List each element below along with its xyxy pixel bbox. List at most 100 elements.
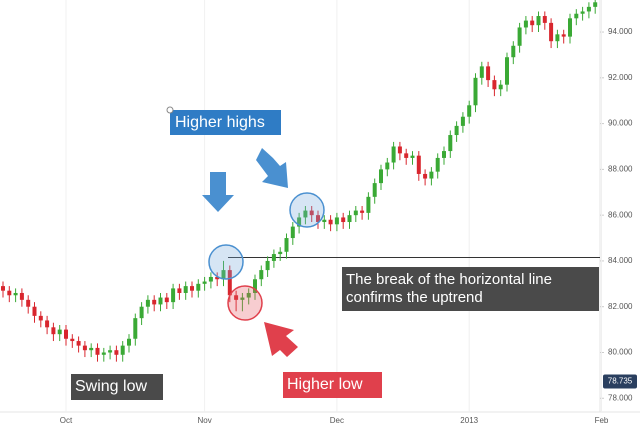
- candle-body: [57, 329, 62, 335]
- candle: [511, 41, 516, 65]
- price-marker-label: 78.735: [608, 377, 633, 386]
- candle-body: [366, 196, 371, 213]
- candle: [549, 18, 554, 49]
- candle: [164, 292, 169, 309]
- candle-body: [127, 338, 131, 346]
- candle-body: [202, 281, 207, 284]
- candle: [158, 292, 163, 312]
- candle-body: [372, 183, 377, 197]
- candle-body: [473, 77, 478, 106]
- candle-body: [253, 279, 257, 293]
- candle: [139, 302, 144, 326]
- candle: [322, 215, 327, 229]
- candle-body: [416, 155, 421, 174]
- candle: [423, 169, 428, 186]
- candle-body: [334, 217, 339, 225]
- candle-body: [423, 173, 428, 179]
- highlight-circle: [227, 285, 263, 321]
- candle: [45, 315, 50, 335]
- y-tick-label: 94.000: [608, 27, 633, 36]
- candle: [316, 210, 320, 229]
- candle-body: [448, 135, 453, 152]
- candle-body: [271, 254, 276, 261]
- candle: [473, 73, 478, 113]
- candle: [70, 334, 75, 348]
- candle-body: [89, 347, 94, 351]
- candle-body: [586, 6, 591, 12]
- candle-body: [26, 299, 31, 307]
- candle-body: [479, 66, 484, 78]
- candle: [429, 167, 434, 186]
- candle: [568, 13, 572, 44]
- candle: [190, 281, 194, 298]
- candle: [208, 272, 213, 289]
- candle-body: [517, 27, 522, 46]
- candle-body: [561, 34, 566, 37]
- candle: [120, 341, 125, 362]
- candle-body: [177, 288, 182, 293]
- candle-body: [580, 11, 585, 14]
- candle-body: [460, 116, 465, 126]
- candle: [303, 206, 308, 225]
- candle: [177, 283, 182, 300]
- candle: [101, 347, 106, 362]
- y-tick-label: 78.000: [608, 393, 633, 402]
- candle-body: [19, 292, 24, 300]
- arrow: [264, 322, 298, 357]
- candle-body: [442, 151, 446, 158]
- candle: [108, 345, 113, 360]
- candle: [505, 52, 509, 92]
- candle-body: [158, 297, 163, 305]
- candle: [1, 281, 5, 298]
- x-tick-label: Dec: [330, 416, 344, 425]
- candle: [271, 249, 276, 268]
- candle-body: [152, 299, 157, 305]
- candle: [284, 233, 289, 259]
- candle-body: [297, 217, 302, 227]
- candle-body: [341, 217, 346, 223]
- candle-body: [309, 210, 314, 216]
- candle: [517, 22, 522, 53]
- candle-body: [82, 345, 87, 351]
- price-marker: [603, 374, 637, 389]
- candle-body: [467, 105, 472, 117]
- candle: [536, 11, 541, 33]
- candle-body: [208, 276, 213, 282]
- annotation-box: [71, 374, 163, 400]
- candle: [221, 260, 226, 287]
- arrow: [202, 172, 234, 212]
- candle-body: [555, 34, 560, 42]
- candle-body: [391, 146, 396, 163]
- highlight-circle: [208, 244, 244, 280]
- candle: [234, 290, 239, 312]
- candle-body: [404, 153, 409, 158]
- annotation: confirms the uptrend: [346, 289, 483, 306]
- candle-body: [303, 210, 308, 218]
- candle-body: [347, 215, 352, 223]
- candle-body: [397, 146, 402, 154]
- candle-body: [234, 295, 239, 300]
- candle-body: [183, 286, 188, 293]
- candle: [7, 286, 12, 303]
- candle: [492, 75, 497, 97]
- candle-body: [190, 286, 194, 291]
- candle-body: [51, 327, 56, 335]
- y-tick-label: 90.000: [608, 119, 633, 128]
- candle: [89, 343, 94, 358]
- candle-body: [360, 210, 365, 213]
- annotation-box: [342, 267, 599, 311]
- candle-body: [32, 306, 37, 316]
- candle: [379, 164, 383, 190]
- candle: [366, 192, 371, 220]
- candle: [416, 151, 421, 181]
- candle: [297, 212, 302, 234]
- candle-body: [549, 22, 554, 42]
- candle: [215, 272, 220, 287]
- candle: [435, 153, 440, 179]
- candle: [290, 222, 295, 245]
- candle-body: [64, 329, 68, 339]
- candle-body: [70, 338, 75, 342]
- annotation: Swing low: [75, 378, 147, 395]
- candle-body: [505, 57, 509, 85]
